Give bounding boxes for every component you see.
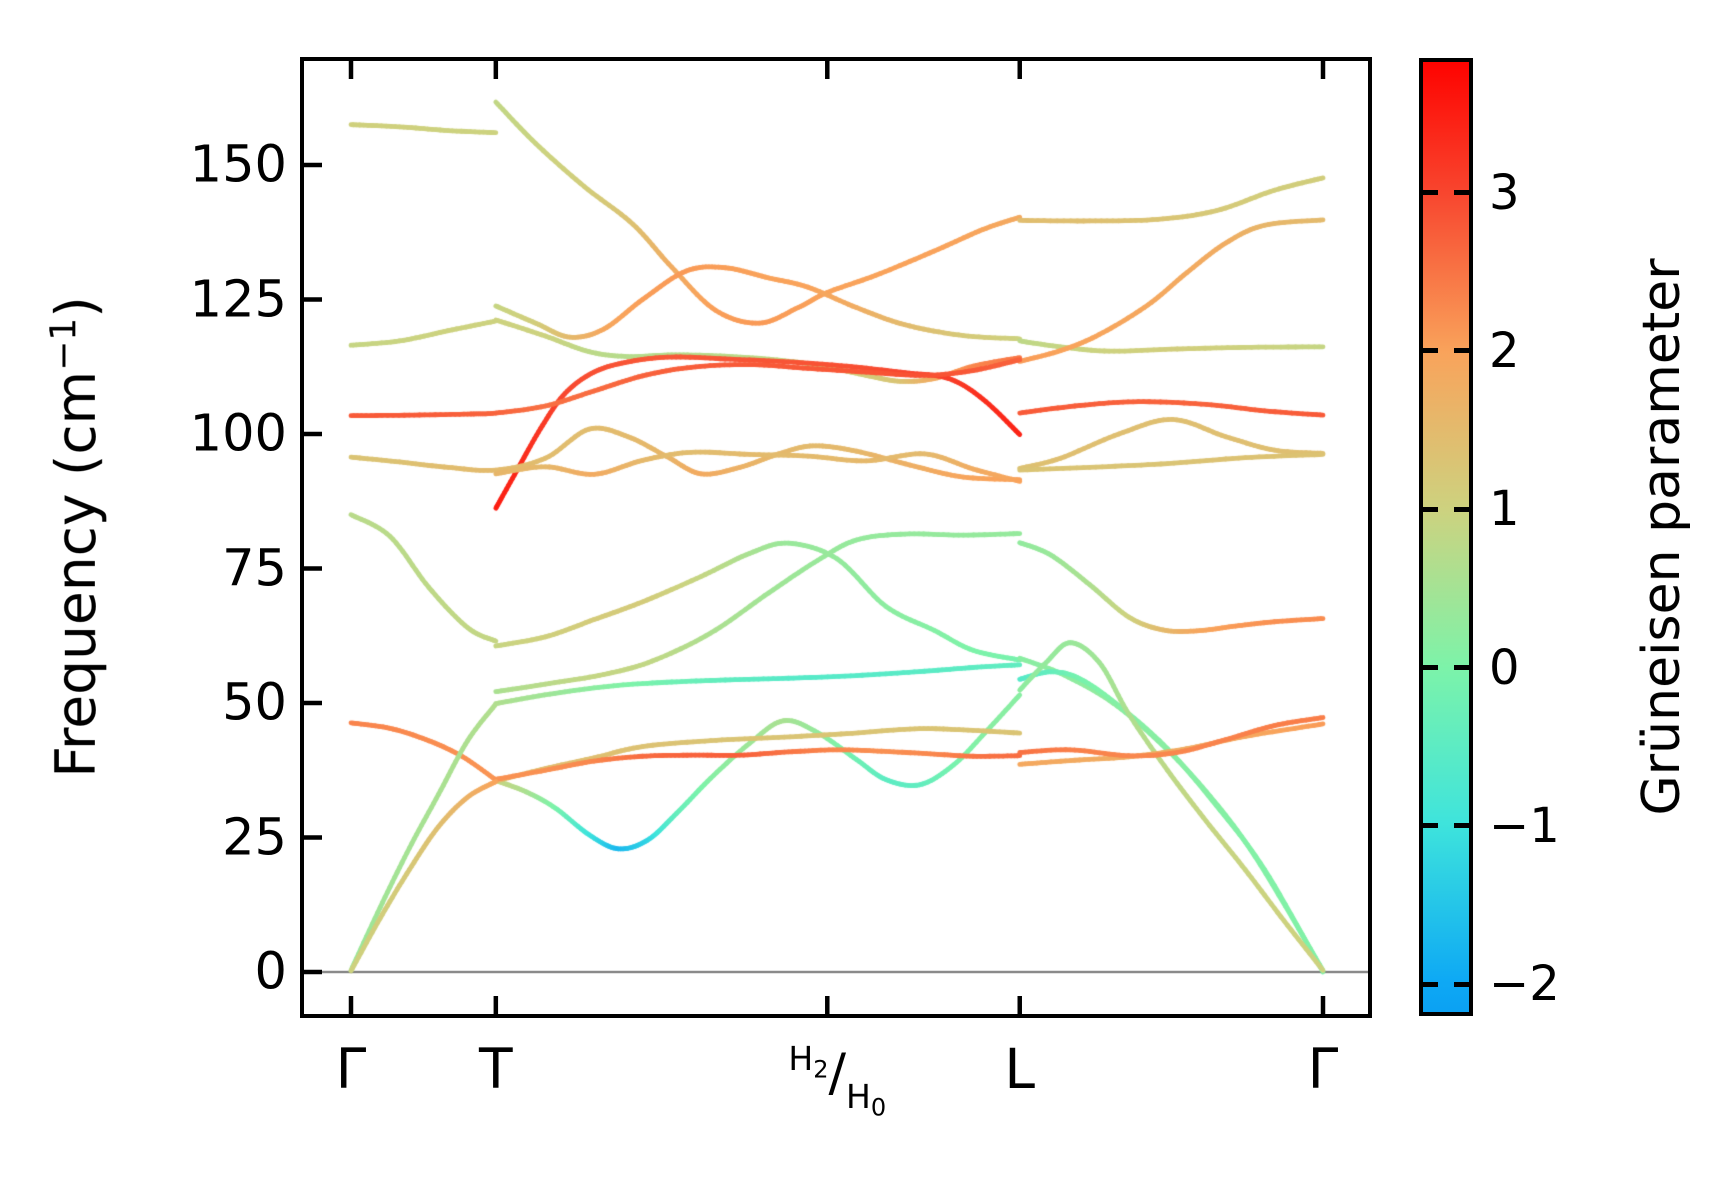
y-tick-label-75: 75: [222, 539, 287, 598]
y-tick-label-150: 150: [189, 135, 287, 195]
colorbar-tick-right: [1454, 506, 1469, 512]
colorbar-tick-right: [1454, 665, 1469, 671]
y-tick-label-25: 25: [222, 808, 287, 867]
colorbar-tick-label-0: 0: [1489, 639, 1520, 696]
colorbar-tick-left: [1423, 823, 1438, 829]
x-tick-label-4: Γ: [1307, 1037, 1339, 1101]
colorbar-tick-label-2: 2: [1489, 322, 1520, 379]
y-tick-label-125: 125: [189, 270, 287, 329]
colorbar-tick-label-−1: −1: [1489, 797, 1560, 854]
x-tick-label-3: L: [1004, 1037, 1036, 1101]
colorbar-label: Grüneisen parameter: [1632, 258, 1692, 816]
colorbar-tick-label-−2: −2: [1489, 956, 1560, 1013]
y-axis-label-exponent: −1: [43, 317, 85, 371]
x-tick-label-part: H2: [788, 1039, 829, 1084]
colorbar-tick-left: [1423, 981, 1438, 987]
colorbar-tick-left: [1423, 348, 1438, 354]
colorbar-tick-left: [1423, 665, 1438, 671]
colorbar: [1419, 58, 1473, 1016]
x-tick-label-part: H0: [846, 1077, 887, 1122]
colorbar-tick-label-3: 3: [1489, 164, 1520, 221]
y-tick-label-100: 100: [189, 404, 287, 464]
colorbar-tick-left: [1423, 190, 1438, 196]
x-tick-label-1: T: [479, 1037, 513, 1101]
colorbar-tick-right: [1454, 823, 1469, 829]
x-tick-label-0: Γ: [335, 1037, 367, 1101]
colorbar-tick-left: [1423, 506, 1438, 512]
colorbar-tick-right: [1454, 348, 1469, 354]
colorbar-tick-right: [1454, 981, 1469, 987]
x-tick-label-2: H2/H0: [788, 1042, 886, 1120]
y-tick-label-0: 0: [254, 942, 287, 1002]
colorbar-tick-label-1: 1: [1489, 481, 1520, 538]
x-tick-label-part: /: [828, 1043, 847, 1103]
y-tick-label-50: 50: [222, 673, 287, 733]
colorbar-tick-right: [1454, 190, 1469, 196]
